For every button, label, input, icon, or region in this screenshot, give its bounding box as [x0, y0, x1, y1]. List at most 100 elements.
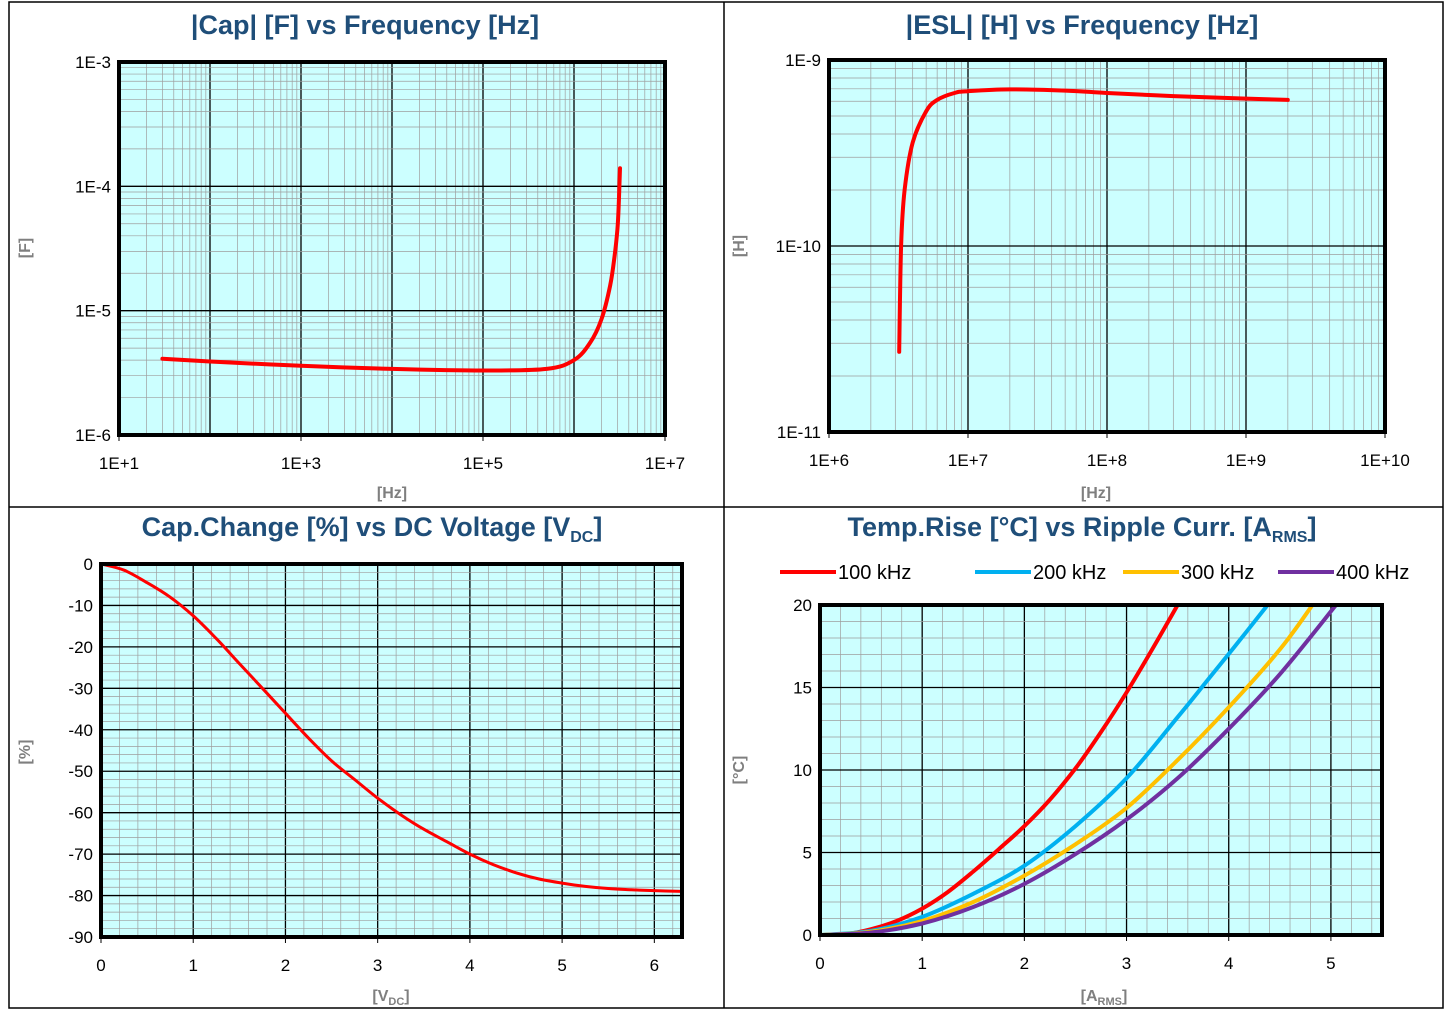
series-line — [820, 605, 1338, 935]
series-group — [820, 605, 1338, 935]
series-group — [101, 564, 682, 893]
y-tick-label: 10 — [793, 761, 812, 780]
y-tick-label: 1E-3 — [75, 53, 111, 72]
x-tick-label: 0 — [815, 954, 824, 973]
legend-label: 300 kHz — [1181, 562, 1254, 584]
chart-title: Cap.Change [%] vs DC Voltage [VDC] — [142, 512, 603, 546]
tick-labels: 0 1 2 3 4 5 0 5 10 15 20 — [793, 596, 1336, 973]
title-main: Cap.Change [%] vs DC Voltage [V — [142, 512, 571, 542]
xlabel-subscript: RMS — [1098, 996, 1122, 1008]
x-tick-label: 1E+9 — [1226, 451, 1266, 470]
grid — [100, 563, 682, 938]
y-tick-label: 1E-10 — [776, 237, 821, 256]
series-line — [820, 605, 1270, 935]
title-subscript: RMS — [1272, 529, 1308, 546]
tick-labels: 1E+6 1E+7 1E+8 1E+9 1E+10 1E-11 1E-10 1E-9 — [776, 51, 1410, 470]
y-tick-label: 15 — [793, 679, 812, 698]
grid — [828, 59, 1386, 433]
y-tick-label: 1E-6 — [75, 426, 111, 445]
x-tick-label: 5 — [557, 956, 566, 975]
x-tick-label: 1E+1 — [99, 454, 139, 473]
title-end: ] — [1307, 512, 1316, 542]
xlabel-main: [A — [1081, 988, 1098, 1005]
y-tick-label: 5 — [803, 844, 812, 863]
tick-labels: 1E+1 1E+3 1E+5 1E+7 1E-6 1E-5 1E-4 1E-3 — [75, 53, 685, 473]
x-axis-label: [Hz] — [1081, 485, 1111, 502]
y-tick-label: -70 — [68, 845, 93, 864]
x-tick-label: 6 — [650, 956, 659, 975]
y-tick-label: -60 — [68, 804, 93, 823]
y-tick-label: -30 — [68, 679, 93, 698]
y-tick-label: 0 — [84, 555, 93, 574]
title-subscript: DC — [570, 529, 594, 546]
grid — [118, 61, 666, 436]
title-main: Temp.Rise [°C] vs Ripple Curr. [A — [848, 512, 1272, 542]
series-line — [101, 564, 682, 893]
series-group — [897, 87, 1290, 354]
y-axis-label: [F] — [17, 238, 34, 258]
x-tick-label: 3 — [373, 956, 382, 975]
x-tick-label: 2 — [281, 956, 290, 975]
x-tick-label: 4 — [465, 956, 474, 975]
x-tick-label: 2 — [1020, 954, 1029, 973]
legend-label: 400 kHz — [1336, 562, 1409, 584]
y-tick-label: 20 — [793, 596, 812, 615]
x-tick-label: 1 — [917, 954, 926, 973]
series-group — [160, 166, 622, 373]
xlabel-end: ] — [404, 988, 409, 1005]
x-tick-label: 4 — [1224, 954, 1233, 973]
y-tick-label: -40 — [68, 721, 93, 740]
y-tick-label: 1E-5 — [75, 302, 111, 321]
x-tick-label: 5 — [1326, 954, 1335, 973]
plot-frame — [99, 562, 684, 939]
x-tick-label: 1E+8 — [1087, 451, 1127, 470]
x-tick-label: 1 — [188, 956, 197, 975]
x-tick-label: 1E+7 — [645, 454, 685, 473]
y-tick-label: 1E-9 — [785, 51, 821, 70]
y-tick-label: -50 — [68, 762, 93, 781]
x-axis-label: [Hz] — [377, 485, 407, 502]
x-tick-label: 1E+6 — [809, 451, 849, 470]
x-axis-label: [VDC] — [372, 988, 409, 1008]
y-axis-label: [%] — [17, 740, 34, 765]
x-tick-label: 1E+3 — [281, 454, 321, 473]
xlabel-main: [V — [372, 988, 388, 1005]
title-end: ] — [593, 512, 602, 542]
legend-label: 200 kHz — [1033, 562, 1106, 584]
series-line — [820, 605, 1180, 935]
x-axis-label: [ARMS] — [1081, 988, 1128, 1008]
series-line — [897, 87, 1290, 354]
plot-area — [101, 564, 682, 937]
x-tick-label: 1E+10 — [1360, 451, 1410, 470]
y-axis-label: [H] — [731, 235, 748, 257]
y-axis-label: [°C] — [731, 756, 748, 785]
y-tick-label: -10 — [68, 596, 93, 615]
y-tick-label: 1E-11 — [777, 423, 821, 442]
legend-label: 100 kHz — [838, 562, 911, 584]
xlabel-subscript: DC — [388, 996, 404, 1008]
chart-title: |ESL| [H] vs Frequency [Hz] — [906, 10, 1259, 40]
y-tick-label: 0 — [803, 926, 812, 945]
chart-esl: |ESL| [H] vs Frequency [Hz] 1E+6 1E+7 1E+8… — [731, 10, 1410, 502]
xlabel-end: ] — [1122, 988, 1127, 1005]
tick-labels: 0 1 2 3 4 5 6 0 -10 -20 -30 -40 -50 -60 -70 -80 -90 — [68, 555, 659, 975]
x-tick-label: 1E+5 — [463, 454, 503, 473]
plot-frame — [818, 603, 1384, 937]
chart-capacitance: |Cap| [F] vs Frequency [Hz] 1E+1 1E+3 1E+5… — [17, 10, 685, 502]
x-tick-label: 0 — [96, 956, 105, 975]
y-tick-label: 1E-4 — [75, 177, 111, 196]
x-tick-label: 1E+7 — [948, 451, 988, 470]
y-tick-label: -80 — [68, 887, 93, 906]
y-tick-label: -90 — [68, 928, 93, 947]
chart-title: |Cap| [F] vs Frequency [Hz] — [191, 10, 539, 40]
plot-frame — [117, 60, 667, 437]
legend: 100 kHz 200 kHz 300 kHz 400 kHz — [780, 562, 1409, 584]
panel-frames — [8, 1, 1444, 1009]
series-line — [160, 166, 622, 373]
y-tick-label: -20 — [68, 638, 93, 657]
x-tick-label: 3 — [1122, 954, 1131, 973]
chart-temp-rise: Temp.Rise [°C] vs Ripple Curr. [ARMS] 10… — [731, 512, 1409, 1008]
chart-title: Temp.Rise [°C] vs Ripple Curr. [ARMS] — [848, 512, 1317, 546]
